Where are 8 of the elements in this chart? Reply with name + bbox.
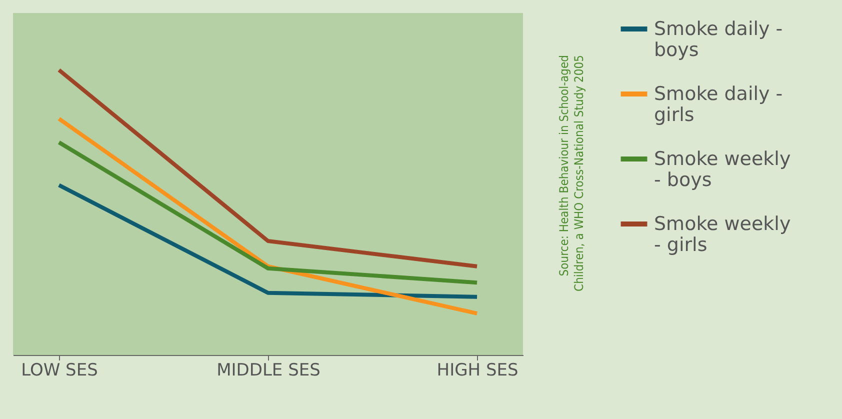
x-tick-label: MIDDLE SES	[216, 360, 320, 380]
legend-label: Smoke weekly - boys	[654, 148, 791, 191]
x-tick-label: HIGH SES	[436, 360, 518, 380]
legend-label: Smoke daily - boys	[654, 18, 783, 61]
legend-label: Smoke daily - girls	[654, 83, 783, 126]
legend-label: Smoke weekly - girls	[654, 213, 791, 256]
x-tick-label: LOW SES	[21, 360, 98, 380]
source-note: Source: Health Behaviour in School-aged Children, a WHO Cross-National Study 2005	[557, 55, 587, 294]
